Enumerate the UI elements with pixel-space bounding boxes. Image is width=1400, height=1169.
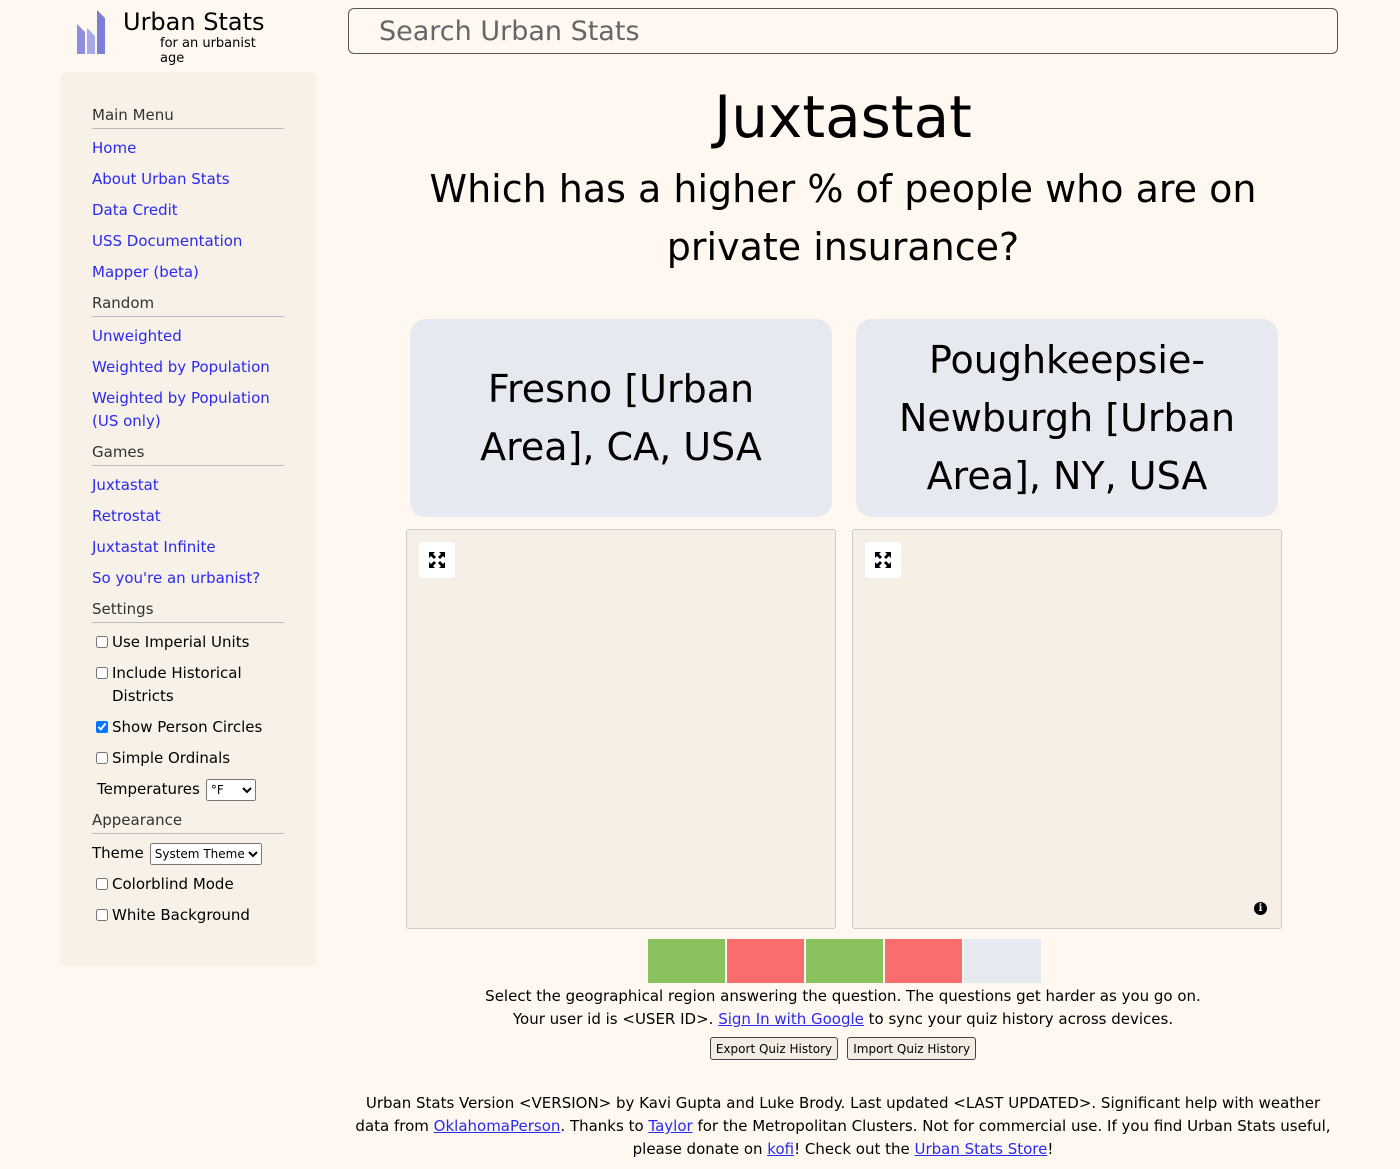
sidebar-item-data-credit[interactable]: Data Credit — [92, 201, 178, 219]
sidebar-item-weighted-population-us[interactable]: Weighted by Population (US only) — [92, 389, 270, 430]
colorblind-label: Colorblind Mode — [112, 875, 234, 893]
setting-imperial-units: Use Imperial Units — [92, 631, 284, 654]
quiz-progress — [648, 939, 1043, 983]
user-id-prefix: Your user id is <USER ID>. — [512, 1010, 719, 1028]
map-a[interactable] — [406, 529, 836, 929]
expand-icon — [429, 552, 445, 568]
sidebar-item-unweighted[interactable]: Unweighted — [92, 327, 182, 345]
footer-text-2: . Thanks to — [560, 1117, 649, 1135]
progress-cell-5 — [964, 939, 1041, 983]
info-icon[interactable]: i — [1254, 902, 1267, 915]
sidebar-item-home[interactable]: Home — [92, 139, 137, 157]
sidebar-heading-settings: Settings — [92, 598, 284, 623]
sidebar-heading-appearance: Appearance — [92, 809, 284, 834]
sidebar: Main Menu Home About Urban Stats Data Cr… — [60, 72, 316, 966]
progress-cell-3 — [806, 939, 883, 983]
logo-title: Urban Stats — [123, 8, 265, 36]
quiz-instructions: Select the geographical region answering… — [348, 985, 1338, 1031]
choice-b-label: Poughkeepsie-Newburgh [Urban Area], NY, … — [898, 338, 1236, 498]
setting-temperatures: Temperatures °F — [92, 778, 284, 801]
white-background-label: White Background — [112, 906, 250, 924]
historical-districts-checkbox[interactable] — [96, 667, 108, 679]
progress-cell-1 — [648, 939, 725, 983]
simple-ordinals-label: Simple Ordinals — [112, 749, 231, 767]
setting-simple-ordinals: Simple Ordinals — [92, 747, 284, 770]
export-quiz-history-button[interactable]: Export Quiz History — [709, 1037, 839, 1060]
footer-link-kofi[interactable]: kofi — [767, 1140, 795, 1158]
footer-text-1: Urban Stats Version <VERSION> by Kavi Gu… — [355, 1094, 1321, 1135]
person-circles-label: Show Person Circles — [112, 718, 263, 736]
sidebar-item-juxtastat[interactable]: Juxtastat — [92, 476, 159, 494]
progress-cell-2 — [727, 939, 804, 983]
quiz-history-buttons: Export Quiz History Import Quiz History — [348, 1037, 1338, 1060]
progress-cell-4 — [885, 939, 962, 983]
setting-colorblind: Colorblind Mode — [92, 873, 284, 896]
setting-historical-districts: Include Historical Districts — [92, 662, 284, 708]
expand-map-b-button[interactable] — [865, 542, 901, 578]
theme-label: Theme — [92, 844, 144, 862]
logo-icon — [77, 10, 105, 54]
setting-theme: Theme System Theme — [92, 842, 284, 865]
footer-link-oklahomaperson[interactable]: OklahomaPerson — [433, 1117, 561, 1135]
choice-a-button[interactable]: Fresno [Urban Area], CA, USA — [410, 319, 832, 517]
setting-white-background: White Background — [92, 904, 284, 927]
logo-subtitle: for an urbanist age — [160, 36, 256, 66]
imperial-units-label: Use Imperial Units — [112, 633, 250, 651]
choice-a-label: Fresno [Urban Area], CA, USA — [480, 367, 762, 469]
person-circles-checkbox[interactable] — [96, 721, 108, 733]
footer-text-3: for the Metropolitan Clusters. Not for c… — [632, 1117, 1331, 1158]
user-id-line: Your user id is <USER ID>. Sign In with … — [348, 1008, 1338, 1031]
simple-ordinals-checkbox[interactable] — [96, 752, 108, 764]
imperial-units-checkbox[interactable] — [96, 636, 108, 648]
expand-map-a-button[interactable] — [419, 542, 455, 578]
sign-in-google-link[interactable]: Sign In with Google — [718, 1010, 864, 1028]
sidebar-item-weighted-population[interactable]: Weighted by Population — [92, 358, 270, 376]
temperatures-label: Temperatures — [97, 780, 200, 798]
sidebar-item-urbanist-quiz[interactable]: So you're an urbanist? — [92, 569, 261, 587]
sidebar-heading-main-menu: Main Menu — [92, 104, 284, 129]
footer-link-taylor[interactable]: Taylor — [648, 1117, 693, 1135]
sidebar-item-mapper[interactable]: Mapper (beta) — [92, 263, 199, 281]
import-quiz-history-button[interactable]: Import Quiz History — [847, 1037, 977, 1060]
footer-link-store[interactable]: Urban Stats Store — [914, 1140, 1048, 1158]
logo[interactable]: Urban Stats for an urbanist age — [75, 8, 275, 66]
temperatures-select[interactable]: °F — [205, 778, 256, 801]
setting-person-circles: Show Person Circles — [92, 716, 284, 739]
instruction-text: Select the geographical region answering… — [485, 987, 1201, 1005]
white-background-checkbox[interactable] — [96, 909, 108, 921]
expand-icon — [875, 552, 891, 568]
quiz-question: Which has a higher % of people who are o… — [429, 167, 1257, 269]
sidebar-heading-games: Games — [92, 441, 284, 466]
choice-b-button[interactable]: Poughkeepsie-Newburgh [Urban Area], NY, … — [856, 319, 1278, 517]
sidebar-item-juxtastat-infinite[interactable]: Juxtastat Infinite — [92, 538, 216, 556]
footer: Urban Stats Version <VERSION> by Kavi Gu… — [348, 1092, 1338, 1161]
sidebar-item-about[interactable]: About Urban Stats — [92, 170, 230, 188]
map-b[interactable]: i — [852, 529, 1282, 929]
search-input[interactable] — [349, 9, 1337, 53]
footer-text-4: ! Check out the — [794, 1140, 915, 1158]
footer-text-5: ! — [1047, 1140, 1054, 1158]
page-title: Juxtastat — [714, 83, 972, 151]
theme-select[interactable]: System Theme — [149, 842, 262, 865]
colorblind-checkbox[interactable] — [96, 878, 108, 890]
user-id-suffix: to sync your quiz history across devices… — [863, 1010, 1174, 1028]
search-box — [348, 8, 1338, 54]
sidebar-item-retrostat[interactable]: Retrostat — [92, 507, 161, 525]
sidebar-heading-random: Random — [92, 292, 284, 317]
historical-districts-label: Include Historical Districts — [112, 664, 242, 705]
sidebar-item-uss-documentation[interactable]: USS Documentation — [92, 232, 243, 250]
